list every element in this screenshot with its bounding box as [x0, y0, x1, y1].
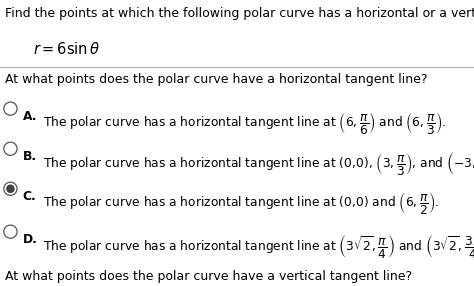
Text: C.: C.	[23, 190, 36, 203]
Text: At what points does the polar curve have a horizontal tangent line?: At what points does the polar curve have…	[5, 73, 427, 86]
Text: At what points does the polar curve have a vertical tangent line?: At what points does the polar curve have…	[5, 270, 412, 283]
Text: The polar curve has a horizontal tangent line at (0,0) and $\left(6,\dfrac{\pi}{: The polar curve has a horizontal tangent…	[43, 190, 439, 216]
Ellipse shape	[4, 142, 17, 155]
Ellipse shape	[4, 182, 17, 195]
Ellipse shape	[6, 184, 15, 193]
Text: The polar curve has a horizontal tangent line at $\left(6,\dfrac{\pi}{6}\right)$: The polar curve has a horizontal tangent…	[43, 110, 446, 136]
Text: The polar curve has a horizontal tangent line at (0,0), $\left(3,\dfrac{\pi}{3}\: The polar curve has a horizontal tangent…	[43, 150, 474, 177]
Text: $r = 6\sin\theta$: $r = 6\sin\theta$	[33, 41, 100, 57]
Text: D.: D.	[23, 233, 37, 246]
Ellipse shape	[4, 225, 17, 238]
Text: A.: A.	[23, 110, 37, 123]
Text: B.: B.	[23, 150, 37, 163]
Ellipse shape	[4, 102, 17, 115]
Text: Find the points at which the following polar curve has a horizontal or a vertica: Find the points at which the following p…	[5, 7, 474, 20]
Text: The polar curve has a horizontal tangent line at $\left(3\sqrt{2},\dfrac{\pi}{4}: The polar curve has a horizontal tangent…	[43, 233, 474, 260]
